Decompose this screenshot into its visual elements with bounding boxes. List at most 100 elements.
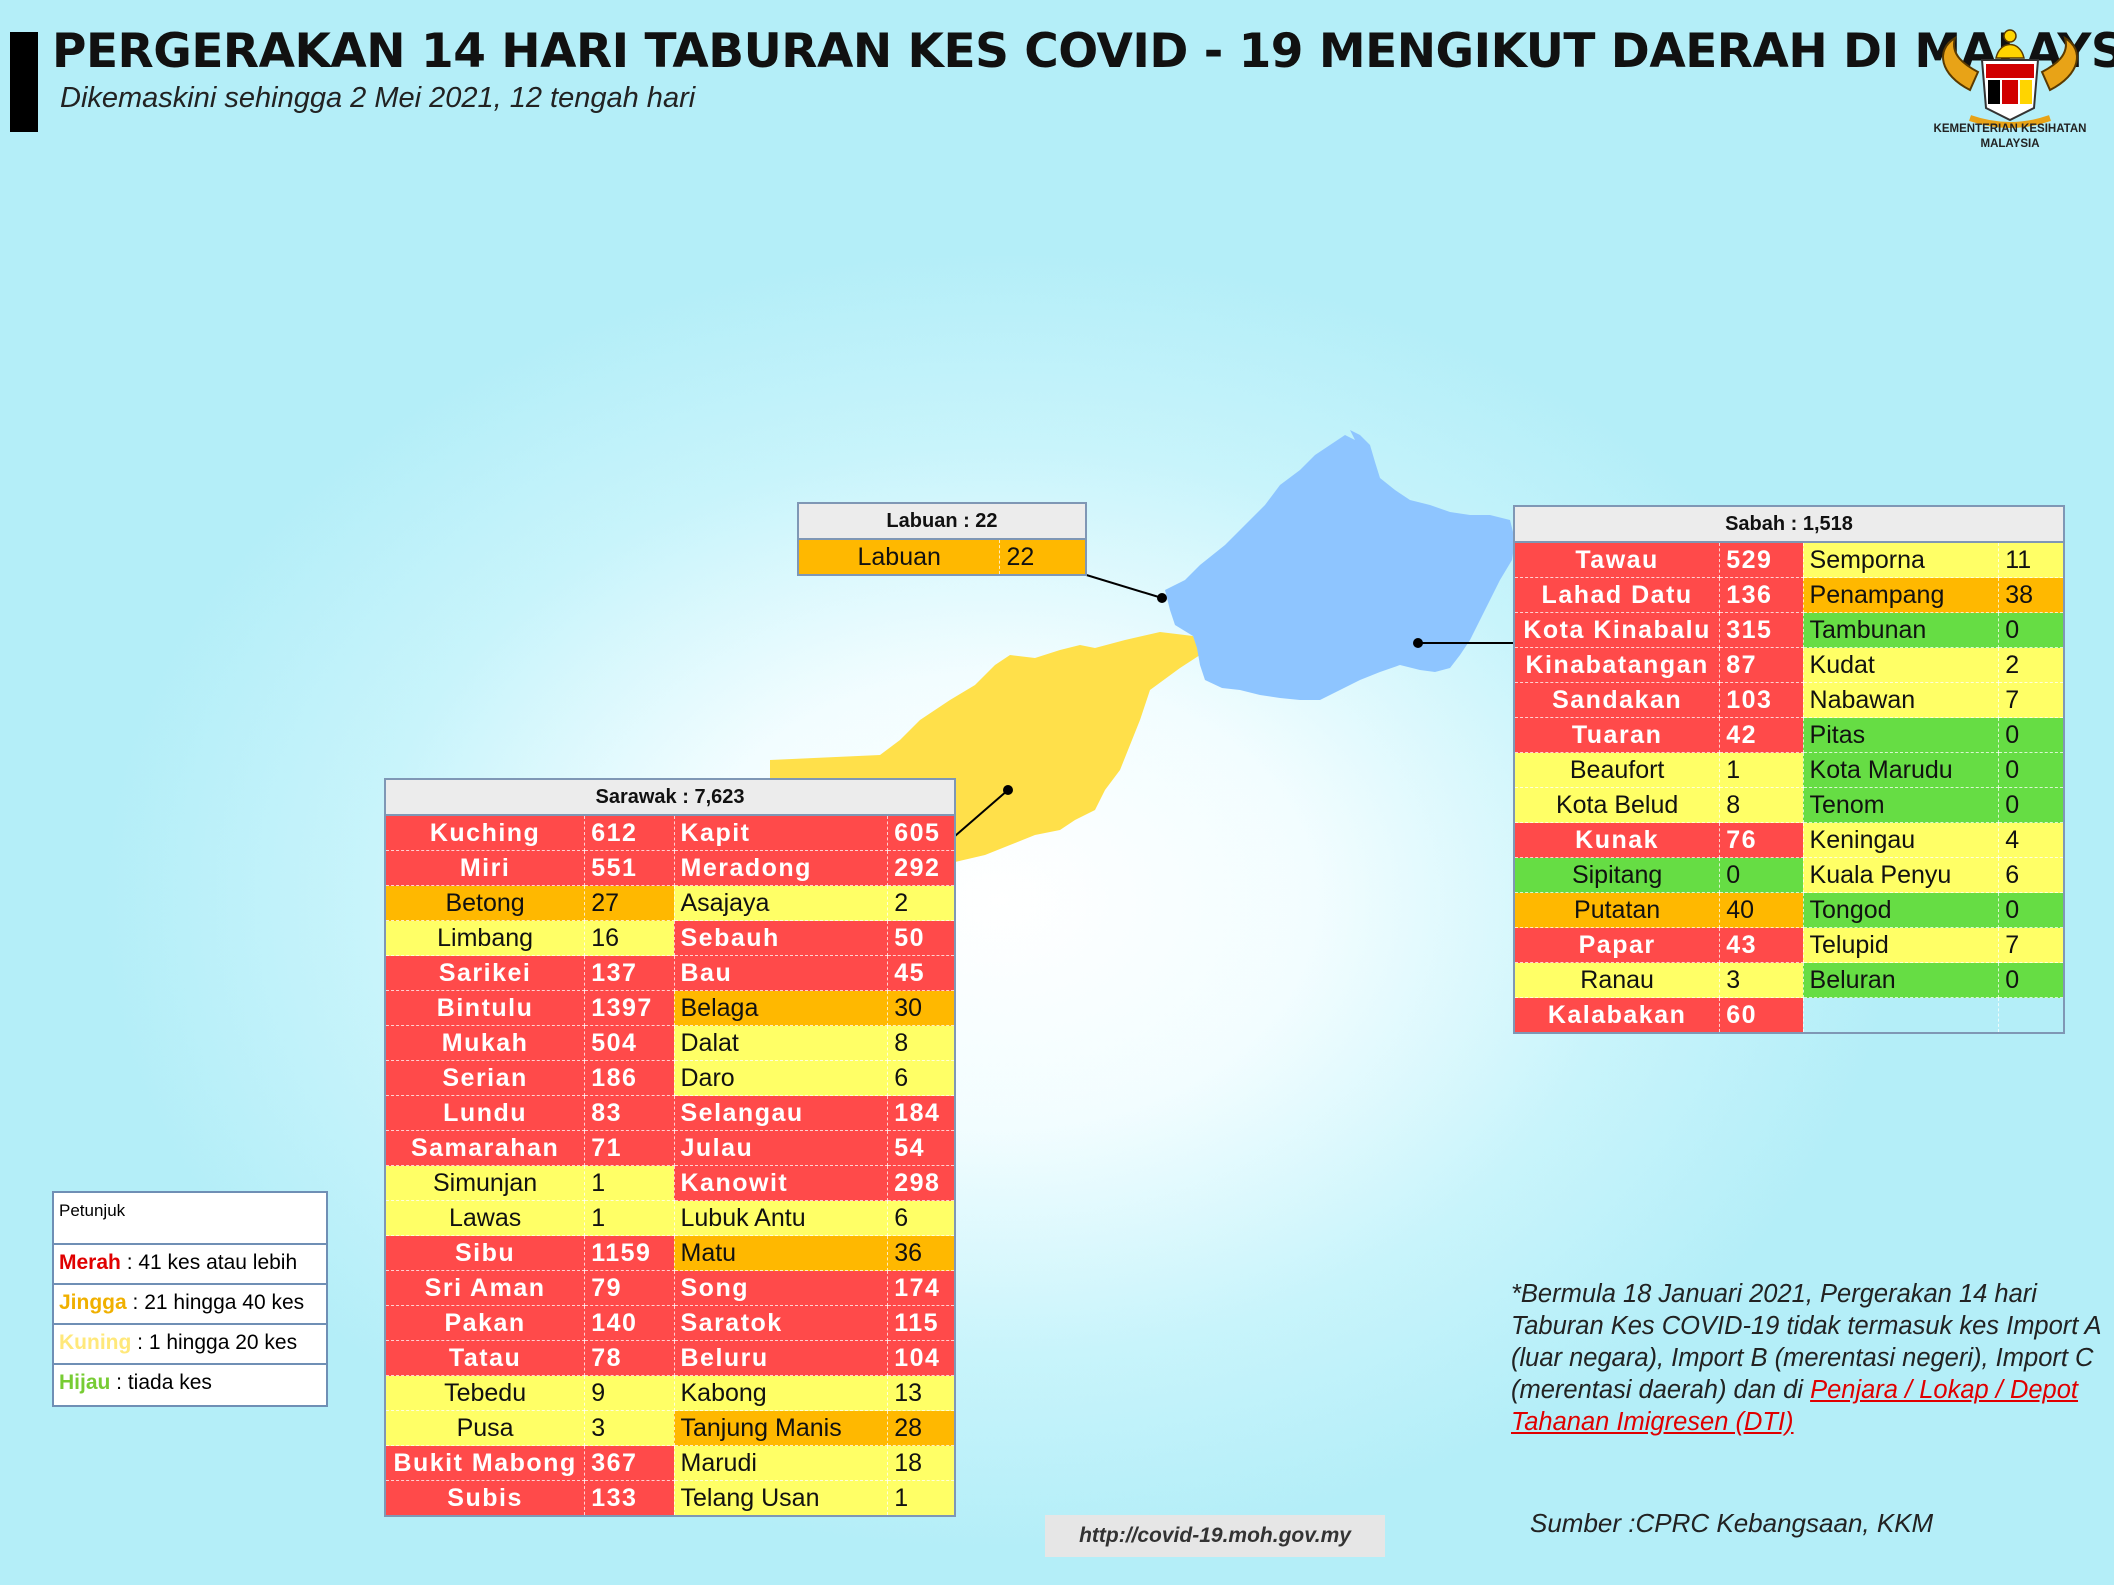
district-case-count: 1 bbox=[1719, 752, 1804, 788]
sabah-row: Lahad Datu 136 Penampang 38 bbox=[1513, 577, 2065, 613]
district-case-count: 8 bbox=[1719, 787, 1804, 823]
district-case-count: 315 bbox=[1719, 612, 1804, 648]
district-case-count: 605 bbox=[887, 814, 956, 851]
district-name: Kanowit bbox=[673, 1165, 889, 1201]
sabah-table: Sabah : 1,518 Tawau 529 Semporna 11 Lahad Da… bbox=[1513, 505, 2065, 1034]
sabah-row: Kota Belud 8 Tenom 0 bbox=[1513, 787, 2065, 823]
sarawak-row: Subis 133 Telang Usan 1 bbox=[384, 1480, 956, 1517]
district-name: Beluran bbox=[1802, 962, 2000, 998]
labuan-pointer-dot bbox=[1157, 593, 1167, 603]
district-case-count: 4 bbox=[1998, 822, 2065, 858]
district-name: Kudat bbox=[1802, 647, 2000, 683]
source-url-link[interactable]: http://covid-19.moh.gov.my bbox=[1045, 1515, 1385, 1557]
district-name: Kabong bbox=[673, 1375, 889, 1411]
labuan-row: Labuan 22 bbox=[797, 538, 1087, 576]
district-name: Pusa bbox=[384, 1410, 586, 1446]
district-name: Belaga bbox=[673, 990, 889, 1026]
district-name: Sandakan bbox=[1513, 682, 1721, 718]
district-name: Miri bbox=[384, 850, 586, 886]
district-name: Sebauh bbox=[673, 920, 889, 956]
district-name: Kuala Penyu bbox=[1802, 857, 2000, 893]
district-name: Matu bbox=[673, 1235, 889, 1271]
sabah-region bbox=[1165, 430, 1515, 700]
district-name: Ranau bbox=[1513, 962, 1721, 998]
district-case-count: 1 bbox=[887, 1480, 956, 1517]
district-case-count bbox=[1998, 997, 2065, 1034]
sarawak-row: Miri 551 Meradong 292 bbox=[384, 850, 956, 886]
district-name: Marudi bbox=[673, 1445, 889, 1481]
district-name: Samarahan bbox=[384, 1130, 586, 1166]
district-name: Lahad Datu bbox=[1513, 577, 1721, 613]
sarawak-row: Tebedu 9 Kabong 13 bbox=[384, 1375, 956, 1411]
district-case-count: 0 bbox=[1998, 962, 2065, 998]
district-case-count: 30 bbox=[887, 990, 956, 1026]
district-name: Saratok bbox=[673, 1305, 889, 1341]
legend-text: : tiada kes bbox=[110, 1371, 212, 1394]
district-name: Kota Marudu bbox=[1802, 752, 2000, 788]
district-case-count: 103 bbox=[1719, 682, 1804, 718]
footnote-link[interactable]: Penjara / Lokap / Depot Tahanan Imigrese… bbox=[1511, 1376, 2079, 1436]
sarawak-row: Serian 186 Daro 6 bbox=[384, 1060, 956, 1096]
district-name: Labuan bbox=[797, 538, 1001, 576]
district-name: Kuching bbox=[384, 814, 586, 851]
district-case-count: 292 bbox=[887, 850, 956, 886]
district-name: Bau bbox=[673, 955, 889, 991]
district-case-count: 115 bbox=[887, 1305, 956, 1341]
legend-item-kuning: Kuning : 1 hingga 20 kes bbox=[54, 1325, 326, 1365]
district-case-count: 0 bbox=[1998, 787, 2065, 823]
district-name: Tanjung Manis bbox=[673, 1410, 889, 1446]
district-case-count: 76 bbox=[1719, 822, 1804, 858]
district-case-count: 22 bbox=[999, 538, 1087, 576]
sarawak-row: Betong 27 Asajaya 2 bbox=[384, 885, 956, 921]
district-case-count: 3 bbox=[584, 1410, 675, 1446]
sarawak-row: Kuching 612 Kapit 605 bbox=[384, 814, 956, 851]
sarawak-row: Samarahan 71 Julau 54 bbox=[384, 1130, 956, 1166]
sabah-pointer-dot bbox=[1413, 638, 1423, 648]
district-name: Kota Belud bbox=[1513, 787, 1721, 823]
district-name: Sipitang bbox=[1513, 857, 1721, 893]
district-case-count: 42 bbox=[1719, 717, 1804, 753]
district-name: Telupid bbox=[1802, 927, 2000, 963]
sarawak-row: Mukah 504 Dalat 8 bbox=[384, 1025, 956, 1061]
district-name: Telang Usan bbox=[673, 1480, 889, 1517]
district-name: Kota Kinabalu bbox=[1513, 612, 1721, 648]
district-case-count: 7 bbox=[1998, 682, 2065, 718]
district-name: Semporna bbox=[1802, 541, 2000, 578]
district-name: Song bbox=[673, 1270, 889, 1306]
legend-key: Jingga bbox=[59, 1291, 127, 1314]
district-case-count: 1 bbox=[584, 1165, 675, 1201]
district-case-count: 78 bbox=[584, 1340, 675, 1376]
district-name: Pakan bbox=[384, 1305, 586, 1341]
district-name: Kalabakan bbox=[1513, 997, 1721, 1034]
district-case-count: 60 bbox=[1719, 997, 1804, 1034]
district-case-count: 3 bbox=[1719, 962, 1804, 998]
district-case-count: 50 bbox=[887, 920, 956, 956]
sabah-row: Kota Kinabalu 315 Tambunan 0 bbox=[1513, 612, 2065, 648]
district-name: Tawau bbox=[1513, 541, 1721, 578]
district-case-count: 45 bbox=[887, 955, 956, 991]
sarawak-pointer-dot bbox=[1003, 785, 1013, 795]
district-case-count: 36 bbox=[887, 1235, 956, 1271]
sarawak-row: Sri Aman 79 Song 174 bbox=[384, 1270, 956, 1306]
district-name: Limbang bbox=[384, 920, 586, 956]
district-case-count: 140 bbox=[584, 1305, 675, 1341]
district-case-count: 87 bbox=[1719, 647, 1804, 683]
page-title: PERGERAKAN 14 HARI TABURAN KES COVID - 1… bbox=[52, 24, 2114, 79]
district-case-count: 367 bbox=[584, 1445, 675, 1481]
district-case-count: 2 bbox=[887, 885, 956, 921]
district-name: Tuaran bbox=[1513, 717, 1721, 753]
district-name: Asajaya bbox=[673, 885, 889, 921]
district-case-count: 504 bbox=[584, 1025, 675, 1061]
legend: Petunjuk Merah : 41 kes atau lebih Jingg… bbox=[52, 1191, 328, 1407]
sarawak-row: Sarikei 137 Bau 45 bbox=[384, 955, 956, 991]
district-case-count: 1397 bbox=[584, 990, 675, 1026]
labuan-table-header: Labuan : 22 bbox=[797, 502, 1087, 540]
ministry-label-line2: MALAYSIA bbox=[1980, 138, 2040, 150]
district-name: Kunak bbox=[1513, 822, 1721, 858]
district-name: Tongod bbox=[1802, 892, 2000, 928]
sarawak-row: Pakan 140 Saratok 115 bbox=[384, 1305, 956, 1341]
district-case-count: 133 bbox=[584, 1480, 675, 1517]
sabah-row: Beaufort 1 Kota Marudu 0 bbox=[1513, 752, 2065, 788]
sarawak-pointer-line bbox=[954, 789, 1009, 837]
legend-item-jingga: Jingga : 21 hingga 40 kes bbox=[54, 1285, 326, 1325]
